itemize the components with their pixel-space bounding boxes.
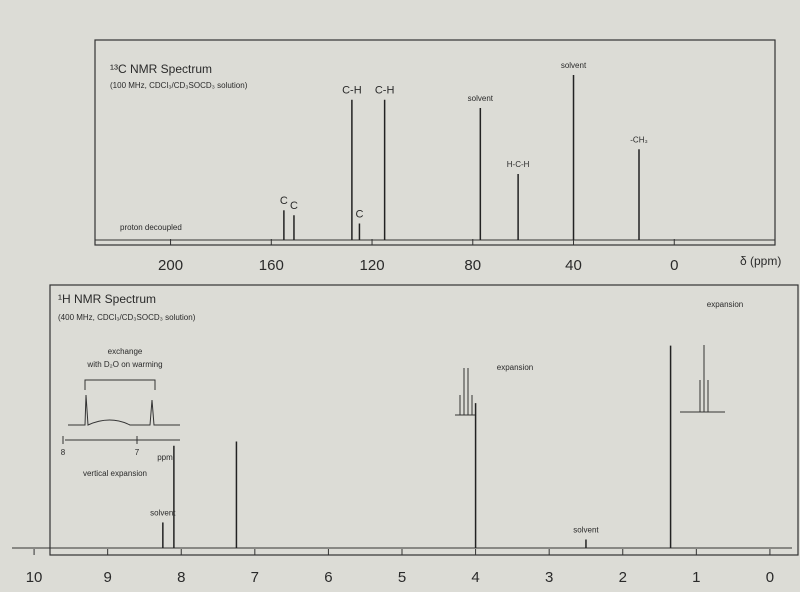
panel-subtitle: (100 MHz, CDCl₃/CD₃SOCD₃ solution) xyxy=(110,81,248,90)
x-tick-label: 0 xyxy=(766,569,774,586)
annotation: expansion xyxy=(707,300,743,309)
x-tick-label: 9 xyxy=(103,569,111,586)
annotation: 8 xyxy=(61,448,66,457)
x-tick-label: 4 xyxy=(471,569,479,586)
x-tick-label: 80 xyxy=(464,257,481,274)
x-tick-label: 10 xyxy=(26,569,43,586)
peak-label: -CH₃ xyxy=(630,135,647,144)
panel-subtitle: (400 MHz, CDCl₃/CD₃SOCD₃ solution) xyxy=(58,313,196,322)
panel-frame xyxy=(94,39,776,246)
x-axis-label: δ (ppm) xyxy=(740,254,781,268)
annotation: 7 xyxy=(135,448,140,457)
x-tick-label: 2 xyxy=(619,569,627,586)
annotation: with D₂O on warming xyxy=(86,360,162,369)
x-tick-label: 1 xyxy=(692,569,700,586)
peak-label: solvent xyxy=(573,526,599,535)
inset xyxy=(62,345,725,444)
peak-label: solvent xyxy=(561,61,587,70)
peak-label: C-H xyxy=(375,85,395,97)
x-tick-label: 40 xyxy=(565,257,582,274)
peak-label: solvent xyxy=(468,94,494,103)
x-tick-label: 3 xyxy=(545,569,553,586)
annotation: ppm xyxy=(157,453,173,462)
annotation: exchange xyxy=(108,347,143,356)
x-tick-label: 7 xyxy=(251,569,259,586)
x-tick-label: 200 xyxy=(158,257,183,274)
annotation: expansion xyxy=(497,363,533,372)
x-tick-label: 0 xyxy=(670,257,678,274)
peak-label: C-H xyxy=(342,85,362,97)
panel-title: ¹H NMR Spectrum xyxy=(58,292,156,306)
panel-frame xyxy=(49,284,799,556)
peak-label: H-C-H xyxy=(507,160,530,169)
x-tick-label: 8 xyxy=(177,569,185,586)
x-tick-label: 160 xyxy=(259,257,284,274)
peak-label: C xyxy=(280,195,288,207)
panel-title: ¹³C NMR Spectrum xyxy=(110,62,212,76)
x-tick-label: 120 xyxy=(360,257,385,274)
peak-label: C xyxy=(290,200,298,212)
peak-label: C xyxy=(355,208,363,220)
peak-label: solvent xyxy=(150,509,176,518)
annotation: vertical expansion xyxy=(83,469,147,478)
note: proton decoupled xyxy=(120,223,182,232)
x-tick-label: 5 xyxy=(398,569,406,586)
x-tick-label: 6 xyxy=(324,569,332,586)
